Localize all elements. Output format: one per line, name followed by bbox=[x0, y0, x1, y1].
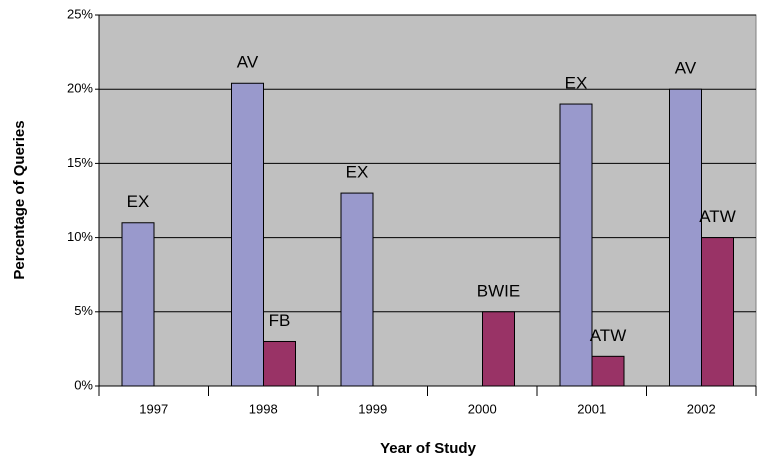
x-tick-label: 1999 bbox=[358, 401, 387, 416]
bar bbox=[701, 237, 734, 387]
y-tick-label: 0% bbox=[74, 377, 93, 392]
bar bbox=[559, 103, 593, 387]
y-tick-label: 25% bbox=[67, 6, 93, 21]
bar bbox=[591, 355, 625, 387]
x-tick-label: 1998 bbox=[249, 401, 278, 416]
x-tick-label: 2000 bbox=[468, 401, 497, 416]
data-label: BWIE bbox=[477, 281, 520, 300]
data-label: FB bbox=[269, 311, 291, 330]
y-tick-label: 10% bbox=[67, 229, 93, 244]
bar bbox=[669, 88, 702, 387]
bar bbox=[482, 311, 515, 387]
bar bbox=[263, 340, 296, 387]
data-label: ATW bbox=[590, 326, 627, 345]
data-label: EX bbox=[346, 163, 369, 182]
x-axis-title: Year of Study bbox=[380, 440, 477, 457]
y-tick-label: 5% bbox=[74, 303, 93, 318]
data-label: AV bbox=[675, 59, 697, 78]
data-label: ATW bbox=[699, 207, 736, 226]
data-label: EX bbox=[565, 74, 588, 93]
data-label: AV bbox=[237, 53, 259, 72]
x-tick-label: 2001 bbox=[577, 401, 606, 416]
bar bbox=[231, 82, 264, 387]
plot-area bbox=[98, 14, 757, 387]
bar bbox=[121, 222, 155, 387]
data-label: EX bbox=[127, 192, 150, 211]
y-tick-label: 15% bbox=[67, 155, 93, 170]
y-tick-label: 20% bbox=[67, 81, 93, 96]
x-tick-label: 1997 bbox=[139, 401, 168, 416]
x-tick-label: 2002 bbox=[687, 401, 716, 416]
bar bbox=[340, 192, 374, 387]
y-axis-title: Percentage of Queries bbox=[11, 120, 28, 279]
